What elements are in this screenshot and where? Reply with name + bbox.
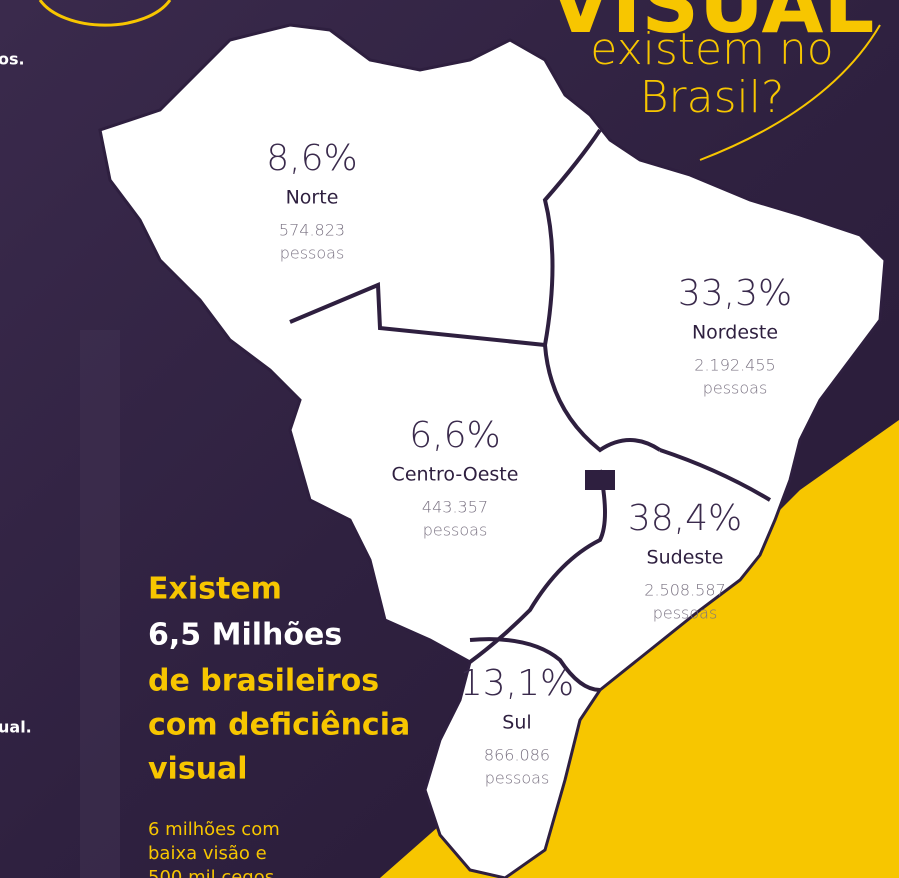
region-unit: pessoas: [653, 604, 718, 623]
federal-district: [585, 470, 615, 490]
headline-line: visual: [148, 752, 248, 787]
region-count: 443.357: [422, 498, 488, 517]
subtext-line: baixa visão e: [148, 843, 267, 864]
region-unit: pessoas: [280, 244, 345, 263]
region-name: Nordeste: [692, 322, 778, 344]
headline-line: 6,5 Milhões: [148, 618, 342, 653]
region-count: 574.823: [279, 221, 345, 240]
region-unit: pessoas: [703, 379, 768, 398]
region-percent: 13,1%: [460, 663, 574, 704]
region-unit: pessoas: [485, 769, 550, 788]
subtext-line: 6 milhões com: [148, 819, 280, 840]
side-fragment: ual.: [0, 718, 32, 737]
title-line: Brasil?: [640, 72, 785, 123]
region-percent: 8,6%: [266, 138, 357, 179]
region-name: Norte: [286, 187, 339, 209]
region-name: Sul: [502, 712, 531, 734]
region-count: 2.192.455: [694, 356, 775, 375]
infographic: 8,6% Norte 574.823 pessoas 33,3% Nordeste 2.19…: [0, 0, 899, 878]
region-percent: 38,4%: [628, 498, 742, 539]
region-percent: 33,3%: [678, 273, 792, 314]
region-count: 2.508.587: [644, 581, 725, 600]
region-count: 866.086: [484, 746, 550, 765]
region-percent: 6,6%: [409, 415, 500, 456]
subtext-line: 500 mil cegos: [148, 867, 274, 878]
title-line: existem no: [590, 24, 833, 75]
background-pole: [80, 330, 120, 878]
region-name: Sudeste: [647, 547, 724, 569]
headline-line: de brasileiros: [148, 664, 379, 699]
headline-line: Existem: [148, 572, 282, 607]
region-unit: pessoas: [423, 521, 488, 540]
region-name: Centro-Oeste: [392, 464, 519, 486]
side-fragment: os.: [0, 50, 25, 69]
headline-line: com deficiência: [148, 708, 410, 743]
